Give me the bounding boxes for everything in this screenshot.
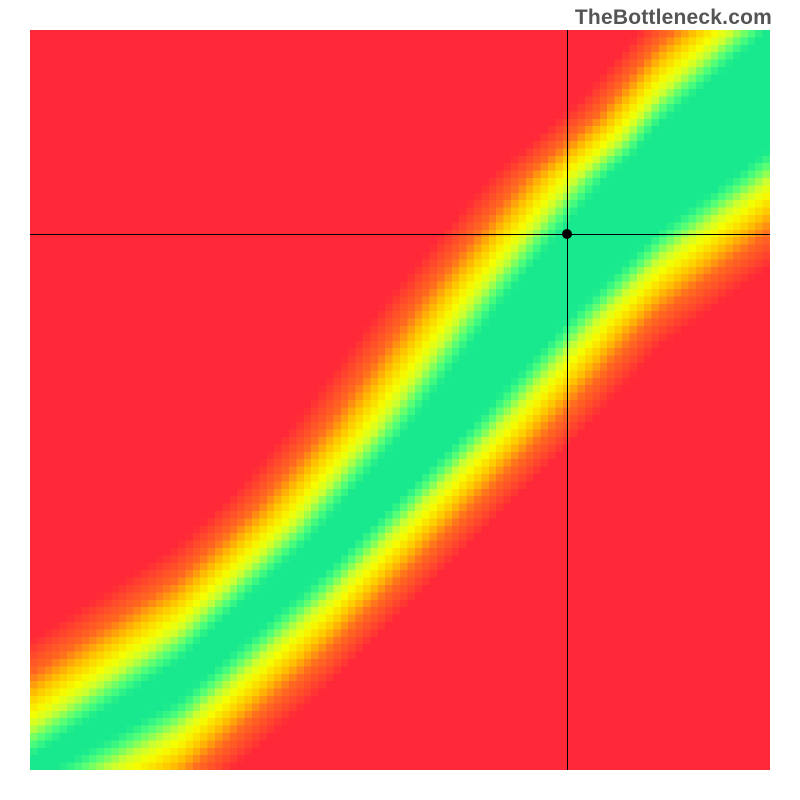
crosshair-vertical: [567, 30, 568, 770]
watermark-text: TheBottleneck.com: [575, 6, 772, 30]
marker-dot: [562, 229, 572, 239]
crosshair-horizontal: [30, 234, 770, 235]
bottleneck-heatmap-chart: [30, 30, 770, 770]
heatmap-canvas: [30, 30, 770, 770]
